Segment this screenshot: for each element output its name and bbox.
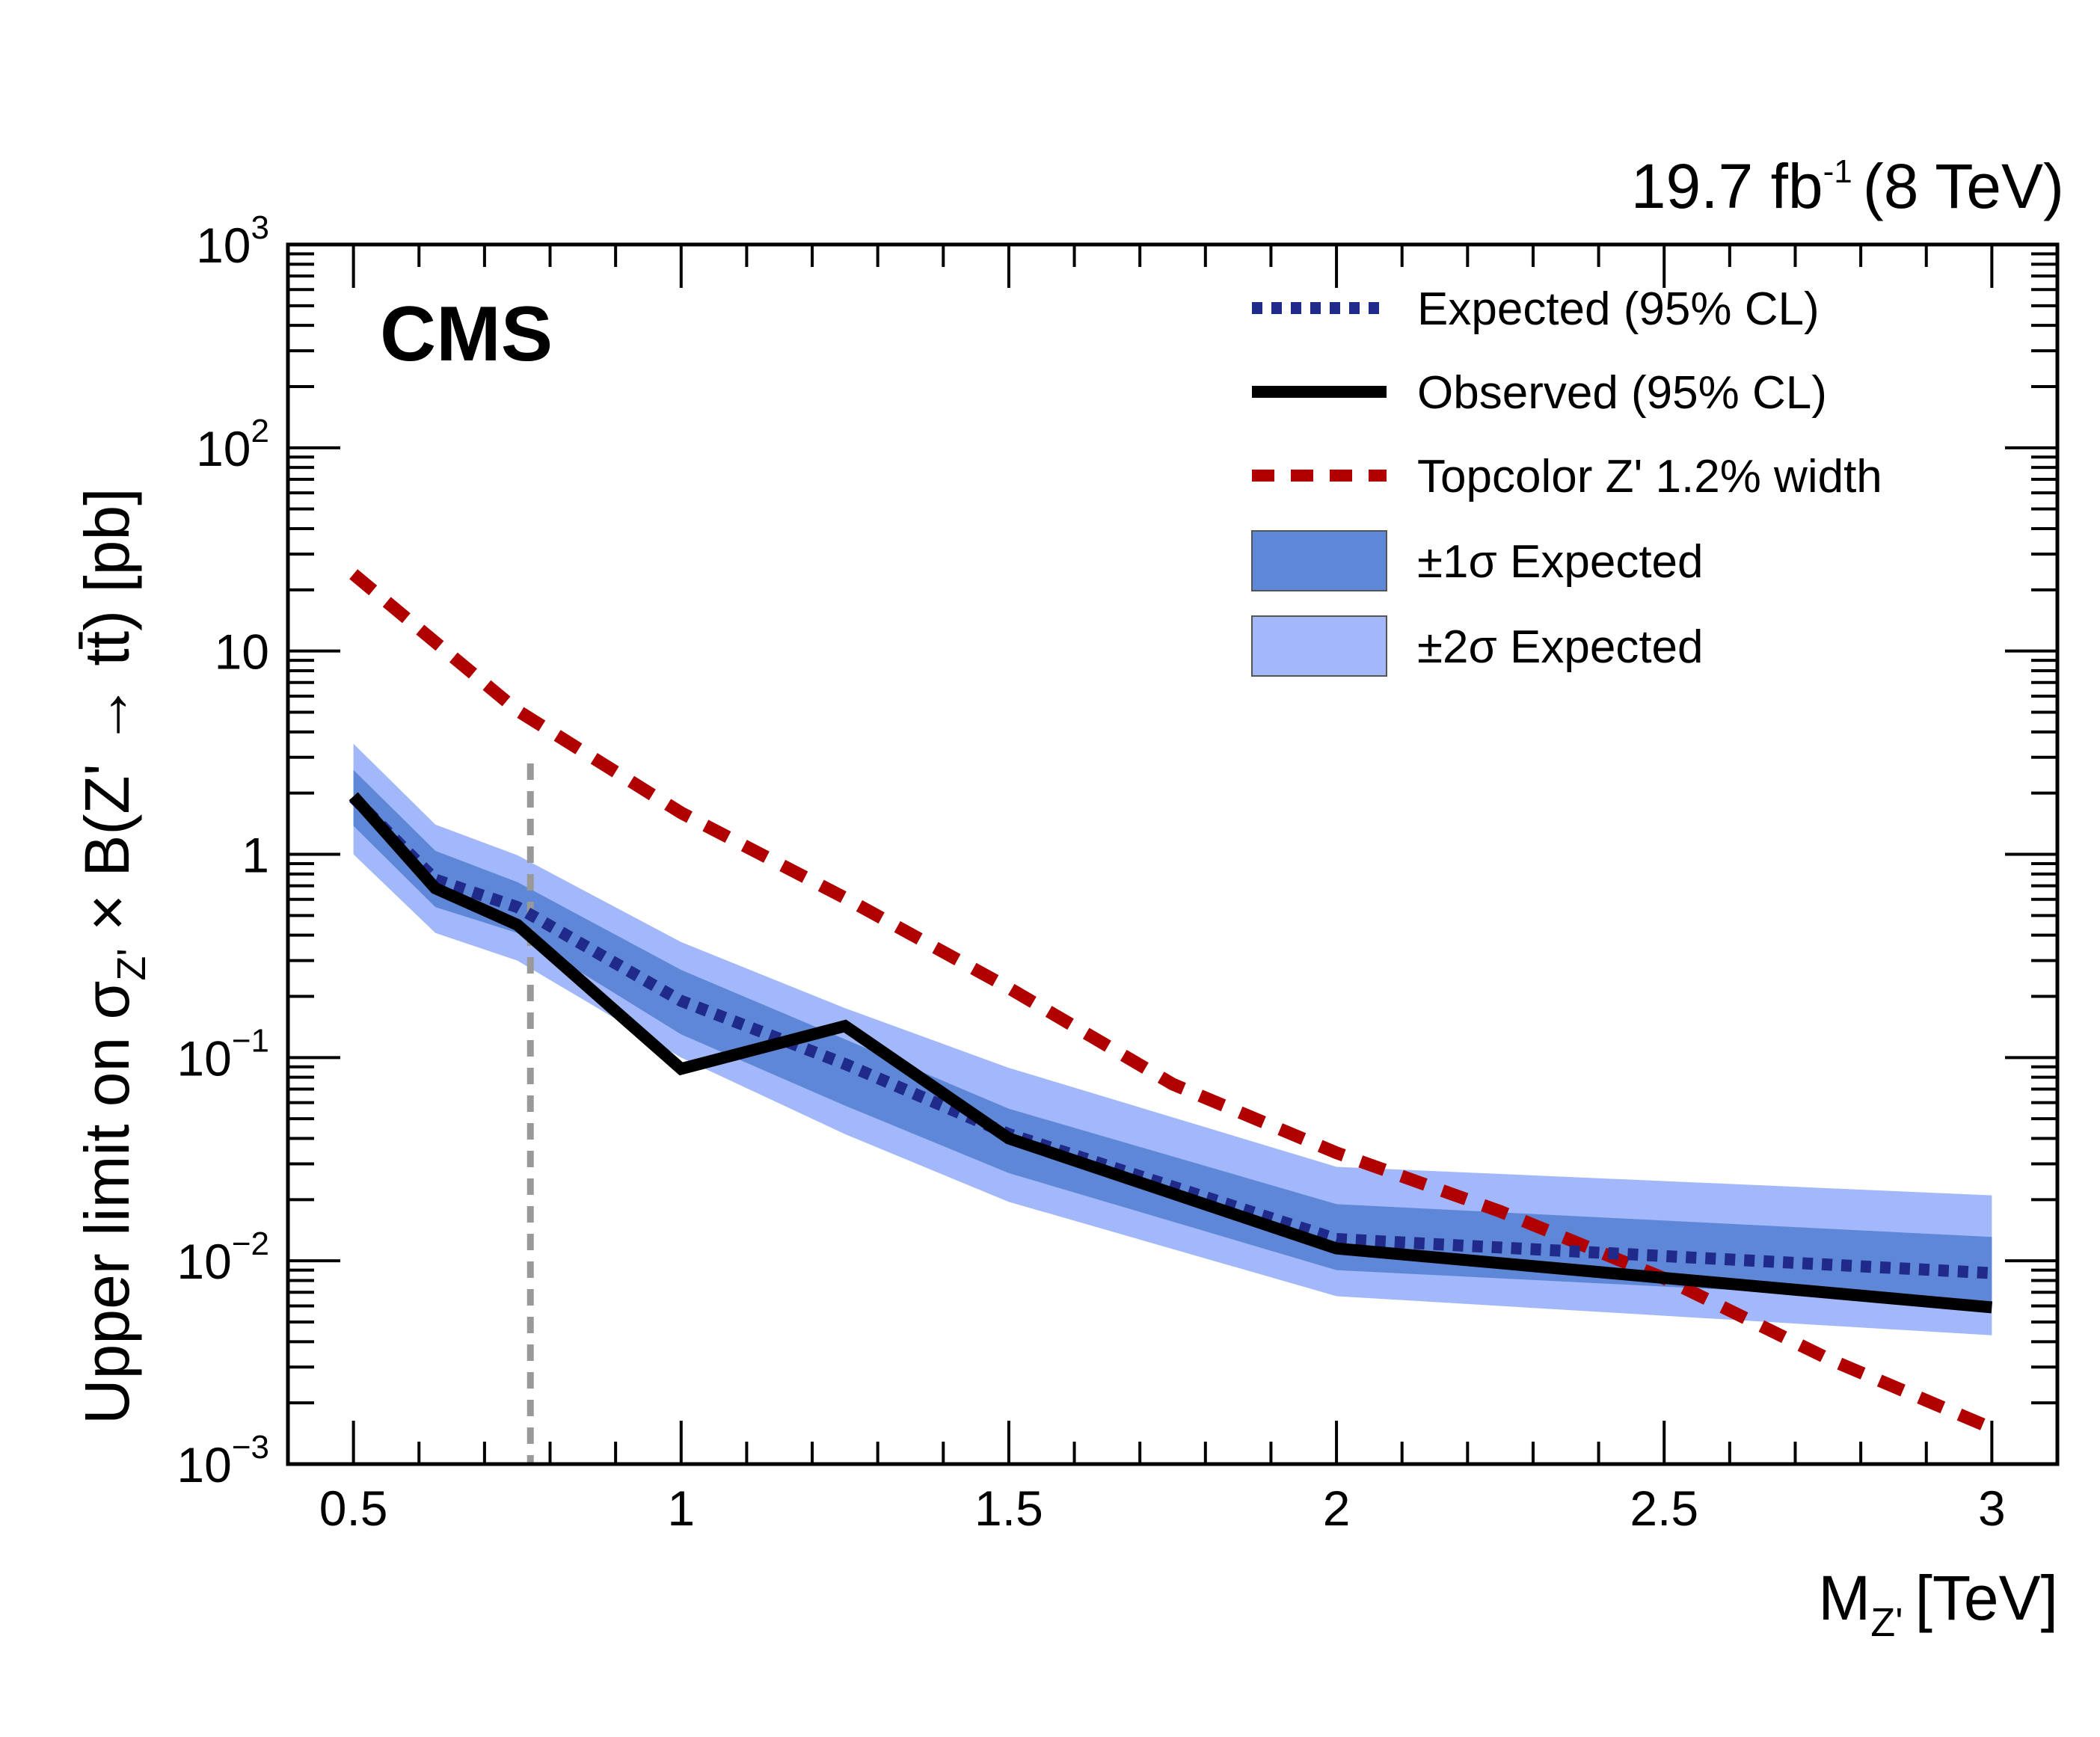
band-2sigma — [353, 743, 1992, 1335]
x-axis-title-unit: [TeV] — [1915, 1563, 2058, 1633]
y-axis-title-subscript: Z' — [109, 948, 154, 980]
x-tick-label: 1.5 — [974, 1481, 1043, 1536]
y-tick-label-base: 10 — [176, 1437, 231, 1492]
x-axis-title-subscript: Z' — [1870, 1600, 1903, 1645]
lumi-label: 19.7 fb-1 (8 TeV) — [1631, 151, 2064, 221]
observed-limit-line — [349, 792, 1993, 1314]
y-tick-label-exponent: −1 — [232, 1022, 269, 1059]
y-tick-label: 1 — [242, 828, 269, 883]
legend-label: ±2σ Expected — [1417, 621, 1704, 673]
lumi-exponent: -1 — [1823, 153, 1852, 190]
y-tick-label-base: 10 — [176, 1030, 231, 1086]
x-tick-label: 3 — [1978, 1481, 2006, 1536]
legend-item: Observed (95% CL) — [1252, 367, 1827, 419]
legend-item: ±1σ Expected — [1251, 530, 1704, 591]
x-axis-title-main: M — [1818, 1563, 1870, 1633]
legend-item: Expected (95% CL) — [1252, 283, 1820, 335]
x-tick-label: 1 — [667, 1481, 695, 1536]
plot-area — [349, 569, 1995, 1464]
y-tick-label: 10−1 — [176, 1022, 269, 1086]
y-tick-label-base: 1 — [242, 828, 269, 883]
legend-box-swatch-icon — [1251, 530, 1387, 591]
topcolor-theory-line — [349, 569, 1995, 1434]
legend: Expected (95% CL) Observed (95% CL) Topcol… — [1251, 283, 1882, 677]
y-axis-title-suffix: × B(Z' → tt̄) [pb] — [72, 488, 142, 948]
y-tick-label-exponent: −3 — [232, 1429, 269, 1466]
lumi-value: 19.7 fb — [1631, 151, 1823, 221]
cms-label: CMS — [380, 291, 553, 378]
y-tick-label-base: 10 — [215, 624, 269, 680]
y-tick-label-base: 10 — [176, 1234, 231, 1289]
y-tick-label: 103 — [196, 209, 269, 273]
y-tick-label: 102 — [196, 413, 269, 476]
y-axis-title-main: Upper limit on σ — [72, 981, 142, 1424]
y-tick-label-base: 10 — [196, 421, 251, 476]
x-tick-label: 2 — [1323, 1481, 1351, 1536]
legend-label: Topcolor Z' 1.2% width — [1417, 451, 1882, 502]
expected-limit-line — [349, 793, 1992, 1279]
legend-item: ±2σ Expected — [1251, 615, 1704, 677]
lines-layer — [349, 569, 1995, 1464]
y-axis-title: Upper limit on σZ' × B(Z' → tt̄) [pb] — [72, 488, 154, 1424]
legend-label: Expected (95% CL) — [1417, 283, 1820, 335]
bands-layer — [353, 743, 1992, 1335]
y-tick-label: 10 — [215, 624, 269, 680]
y-tick-label-base: 10 — [196, 218, 251, 273]
energy-label: (8 TeV) — [1863, 151, 2064, 221]
legend-item: Topcolor Z' 1.2% width — [1252, 451, 1882, 502]
x-tick-label: 2.5 — [1630, 1481, 1698, 1536]
y-tick-label-exponent: −2 — [232, 1226, 269, 1262]
legend-label: ±1σ Expected — [1417, 536, 1704, 588]
y-tick-label: 10−2 — [176, 1226, 269, 1289]
legend-label: Observed (95% CL) — [1417, 367, 1827, 419]
x-axis-title: MZ' [TeV] — [1818, 1563, 2058, 1645]
y-tick-label-exponent: 3 — [251, 209, 269, 246]
ticks-layer — [286, 243, 2059, 1466]
y-tick-label-exponent: 2 — [251, 413, 269, 449]
x-tick-label: 0.5 — [319, 1481, 388, 1536]
legend-box-swatch-icon — [1251, 615, 1387, 677]
y-tick-label: 10−3 — [176, 1429, 269, 1492]
